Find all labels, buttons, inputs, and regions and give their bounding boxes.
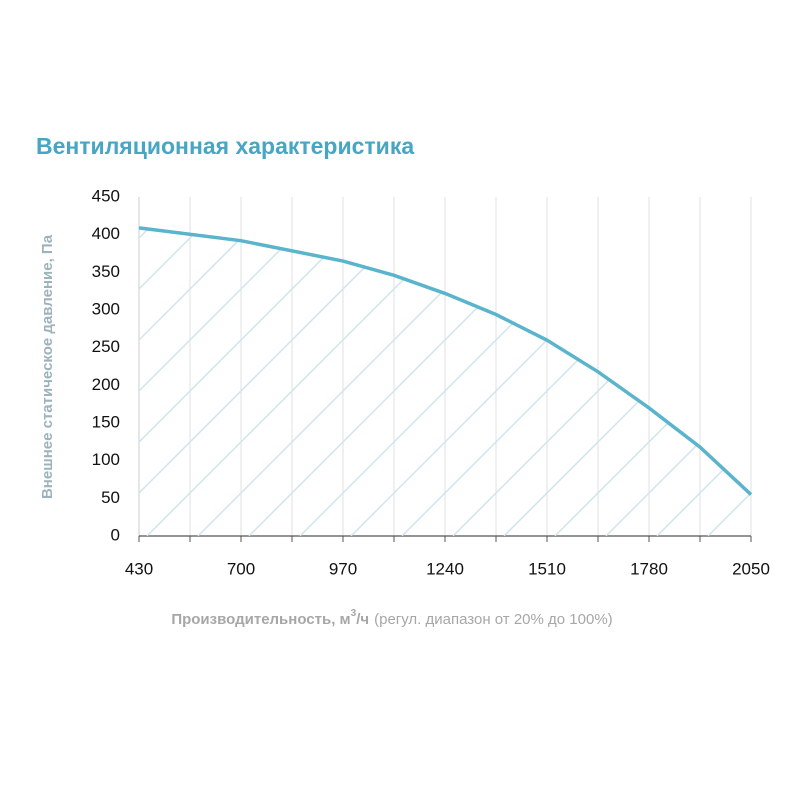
hatch-line	[707, 227, 751, 537]
x-axis-title-sup: 3	[351, 608, 357, 619]
x-tick-label: 1240	[426, 559, 464, 578]
x-axis-title-main: Производительность, м	[171, 611, 350, 628]
y-tick-label: 450	[92, 186, 120, 205]
hatch-line	[139, 227, 181, 537]
y-tick-label: 400	[92, 224, 120, 243]
hatch-line	[605, 227, 751, 537]
x-tick-label: 430	[125, 559, 153, 578]
x-axis-title: Производительность, м3/ч (регул. диапазон…	[171, 608, 612, 628]
hatch-line	[248, 227, 589, 537]
x-axis-title-note: (регул. диапазон от 20% до 100%)	[374, 611, 613, 628]
hatch-line	[350, 227, 691, 537]
x-axis-title-unit: /ч	[356, 611, 369, 628]
line	[138, 226, 753, 496]
x-tick-label: 700	[227, 559, 255, 578]
y-tick-label: 100	[92, 450, 120, 469]
hatch-line	[139, 227, 385, 537]
hatch-line	[401, 227, 742, 537]
y-tick-label: 50	[101, 488, 120, 507]
x-tick-label: 2050	[732, 559, 770, 578]
chart-title: Вентиляционная характеристика	[36, 133, 414, 159]
hatch	[0, 197, 800, 537]
x-tick-label: 1780	[630, 559, 668, 578]
x-tick-label: 970	[329, 559, 357, 578]
hatch-line	[503, 227, 751, 537]
y-tick-label: 150	[92, 412, 120, 431]
hatch-line	[146, 227, 487, 537]
hatch-line	[139, 227, 283, 537]
hatch-line	[0, 197, 129, 536]
y-tick-label: 350	[92, 262, 120, 281]
y-tick-label: 200	[92, 375, 120, 394]
hatch-line	[759, 197, 800, 536]
x-tick-label: 1510	[528, 559, 566, 578]
y-axis-title: Внешнее статическое давление, Па	[39, 234, 56, 499]
hatch-line	[656, 227, 751, 537]
y-tick-label: 250	[92, 337, 120, 356]
hatch-line	[197, 227, 538, 537]
hatch-line	[139, 227, 436, 537]
hatch-line	[139, 227, 232, 537]
hatch-line	[139, 227, 334, 537]
y-tick-label: 300	[92, 299, 120, 318]
y-tick-label: 0	[111, 525, 120, 544]
